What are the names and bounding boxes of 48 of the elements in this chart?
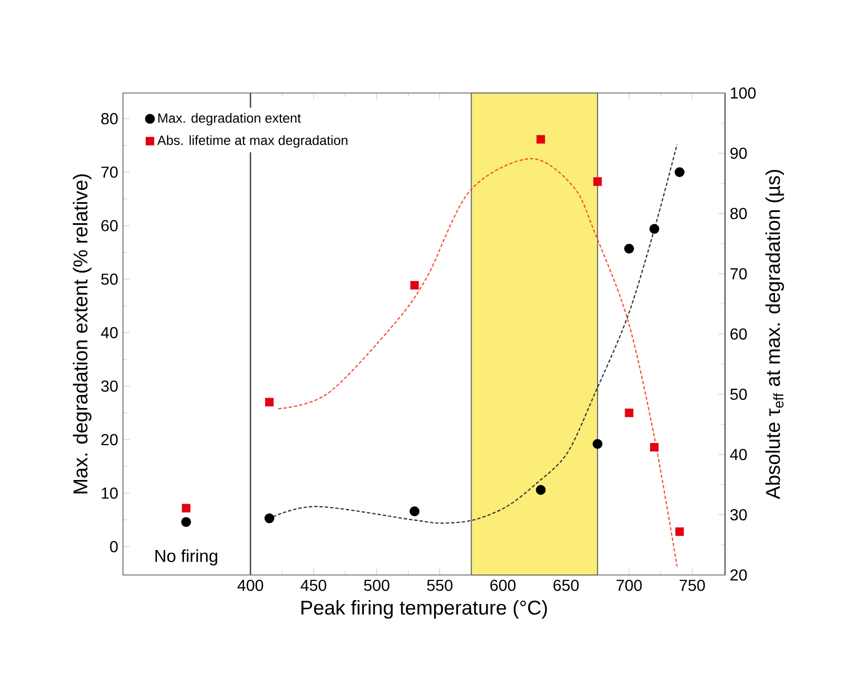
point: [410, 280, 419, 290]
y2-tick-label: 40: [730, 448, 747, 460]
x-tick-label: 700: [616, 580, 642, 591]
y-tick-label: 0: [110, 541, 118, 552]
x-axis-title: Peak firing temperature (°C): [301, 600, 547, 619]
y2-tick-label: 60: [730, 328, 747, 340]
point: [264, 513, 274, 524]
y2-tick-label: 100: [730, 87, 756, 99]
legend-label: Max. degradation extent: [158, 113, 301, 126]
y-tick-label: 80: [101, 113, 118, 124]
x-tick-label: 750: [680, 580, 705, 591]
y2-tick-label: 90: [730, 148, 747, 159]
y-tick-label: 50: [101, 274, 118, 285]
x-tick-label: 400: [238, 580, 264, 591]
y2-tick-label: 50: [730, 388, 747, 400]
x-tick-label: 600: [490, 580, 516, 591]
x-tick-label: 450: [300, 580, 326, 591]
point: [593, 177, 602, 186]
legend-label: Abs. lifetime at max degradation: [157, 135, 348, 148]
y-tick-label: 40: [100, 327, 118, 338]
point: [182, 504, 190, 512]
y-tick-label: 30: [101, 380, 118, 392]
y2-tick-label: 20: [730, 569, 747, 581]
y-axis-title: Max. degradation extent (% relative): [72, 174, 92, 494]
y2-axis-title: Absolute τ$_{eff}$ at max. degradation (µs): [765, 170, 784, 500]
y-tick-label: 20: [101, 434, 118, 446]
point: [536, 135, 545, 144]
point: [592, 439, 602, 449]
x-tick-label: 650: [554, 580, 579, 591]
x-tick-label: 500: [364, 580, 390, 591]
point: [675, 527, 684, 536]
point: [624, 408, 634, 418]
point: [674, 167, 684, 178]
y-tick-label: 10: [102, 488, 118, 499]
point: [536, 485, 546, 495]
y2-tick-label: 30: [730, 509, 747, 520]
annotation: No firing: [155, 549, 218, 566]
y-tick-label: 60: [101, 220, 118, 232]
y2-tick-label: 70: [730, 268, 747, 280]
y-tick-label: 70: [101, 166, 118, 178]
point: [410, 506, 420, 516]
point: [649, 224, 660, 234]
x-tick-label: 550: [427, 580, 452, 591]
point: [181, 517, 192, 527]
y2-tick-label: 80: [730, 208, 747, 220]
point: [650, 443, 659, 452]
point: [624, 244, 634, 254]
point: [265, 398, 274, 406]
